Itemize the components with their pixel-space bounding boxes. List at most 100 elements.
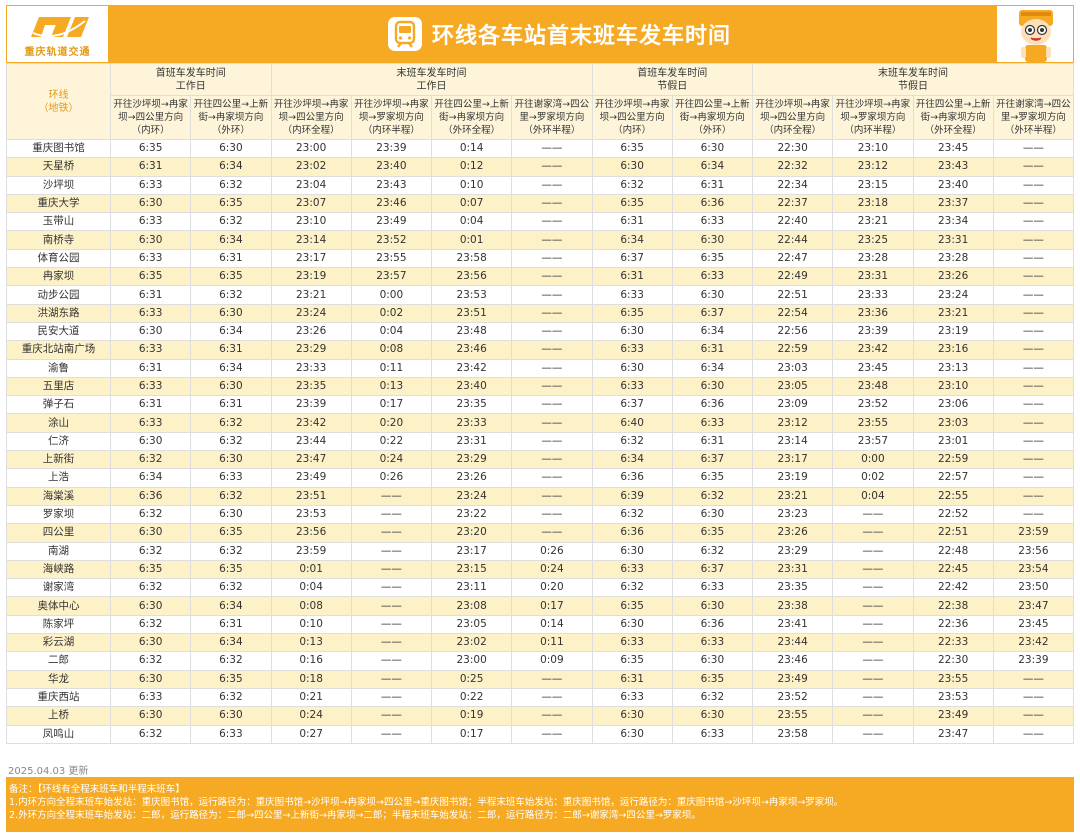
time-cell: 6:33 [109, 303, 192, 323]
time-cell: 6:34 [190, 596, 272, 616]
time-cell: 23:26 [430, 468, 513, 488]
time-cell: 0:26 [511, 541, 593, 561]
time-cell: —— [992, 706, 1075, 726]
time-cell: 23:39 [832, 321, 914, 342]
time-cell: —— [992, 321, 1075, 342]
time-cell: 6:31 [671, 431, 754, 452]
station-name: 体育公园 [6, 248, 111, 269]
time-cell: 22:42 [912, 578, 994, 598]
time-cell: 23:31 [430, 431, 513, 452]
time-cell: 0:26 [350, 468, 433, 488]
time-cell: 6:30 [109, 596, 192, 616]
time-cell: —— [832, 504, 914, 525]
column-header: 开往四公里→上新 街→冉家坝方向 （外环） [671, 95, 754, 140]
time-cell: 6:32 [190, 212, 272, 232]
time-cell: 6:37 [671, 559, 754, 580]
column-header-line: （内环半程） [844, 125, 902, 136]
column-header: 开往四公里→上新 街→冉家坝方向 （外环全程） [430, 95, 513, 140]
time-cell: 6:30 [671, 230, 754, 250]
time-cell: 6:33 [591, 285, 673, 305]
time-cell: 22:37 [751, 193, 834, 214]
column-header-line: 开往沙坪坝→冉家 [273, 99, 349, 110]
time-cell: 0:11 [511, 633, 593, 653]
time-cell: 23:34 [912, 212, 994, 232]
time-cell: 22:55 [912, 486, 994, 506]
time-cell: 0:11 [350, 358, 433, 378]
table-row: 上桥 6:30 6:30 0:24 —— 0:19 —— 6:30 6:30 23:55 —— 23:… [6, 706, 1075, 726]
time-cell: —— [511, 376, 593, 397]
time-cell: 6:35 [190, 523, 272, 543]
time-cell: —— [511, 395, 593, 415]
time-cell: 6:32 [190, 541, 272, 561]
column-header-line: 街→冉家坝方向 [198, 112, 264, 123]
group-header-line: 节假日 [657, 80, 688, 92]
column-header-line: 坝→罗家坝方向 [840, 112, 906, 123]
time-cell: 6:33 [591, 687, 673, 708]
column-header-line: （外环全程） [443, 125, 501, 136]
time-cell: 23:59 [270, 541, 352, 561]
column-header-line: 坝→四公里方向 [118, 112, 184, 123]
time-cell: 23:18 [832, 193, 914, 214]
time-cell: 0:24 [350, 450, 433, 470]
time-cell: 6:30 [591, 157, 673, 177]
time-cell: 23:00 [430, 651, 513, 671]
time-cell: 23:14 [270, 230, 352, 250]
group-header: 首班车发车时间 工作日 [110, 63, 272, 96]
column-header-line: （内环） [131, 125, 170, 136]
time-cell: 0:10 [270, 614, 352, 635]
time-cell: 6:30 [109, 523, 192, 543]
time-cell: 0:13 [350, 376, 433, 397]
time-cell: —— [992, 468, 1075, 488]
group-header-line: 节假日 [898, 80, 928, 92]
time-cell: 23:15 [430, 559, 513, 580]
time-cell: —— [832, 596, 914, 616]
table-row: 上新街 6:32 6:30 23:47 0:24 23:29 —— 6:34 6:37 23:17… [6, 450, 1075, 470]
time-cell: 23:56 [270, 523, 352, 543]
station-name: 弹子石 [6, 395, 111, 415]
time-cell: 0:14 [511, 614, 593, 635]
time-cell: —— [511, 248, 593, 269]
time-cell: 22:32 [751, 157, 834, 177]
time-cell: 22:51 [751, 285, 834, 305]
time-cell: 23:47 [992, 596, 1075, 616]
table-row: 弹子石 6:31 6:31 23:39 0:17 23:35 —— 6:37 6:36 23:09… [6, 395, 1075, 415]
time-cell: 23:21 [912, 303, 994, 323]
time-cell: 6:35 [591, 596, 673, 616]
time-cell: —— [511, 138, 593, 159]
time-cell: 6:33 [109, 413, 192, 433]
time-cell: —— [350, 669, 433, 689]
station-name: 渝鲁 [6, 358, 111, 378]
time-cell: 6:35 [671, 248, 754, 269]
time-cell: 23:10 [832, 138, 914, 159]
time-cell: 6:33 [671, 413, 754, 433]
time-cell: 6:32 [591, 578, 673, 598]
time-cell: 0:04 [430, 212, 513, 232]
time-cell: 23:46 [751, 651, 834, 671]
time-cell: 6:30 [591, 541, 673, 561]
mascot-icon [1019, 10, 1053, 62]
time-cell: 23:57 [832, 431, 914, 452]
time-cell: 6:31 [591, 267, 673, 287]
time-cell: 6:32 [671, 486, 754, 506]
table-row: 渝鲁 6:31 6:34 23:33 0:11 23:42 —— 6:30 6:34 23:03 2… [6, 358, 1075, 378]
logo-text: 重庆轨道交通 [24, 47, 91, 58]
time-cell: 23:53 [430, 285, 513, 305]
time-cell: —— [511, 413, 593, 433]
time-cell: 6:36 [671, 614, 754, 635]
time-cell: 6:35 [190, 193, 272, 214]
time-cell: 23:17 [751, 450, 834, 470]
group-header: 首班车发车时间 节假日 [591, 63, 753, 96]
time-cell: 23:19 [751, 468, 834, 488]
time-cell: 23:42 [832, 340, 914, 360]
time-cell: 6:37 [591, 395, 673, 415]
time-cell: 23:02 [270, 157, 352, 177]
time-cell: 23:39 [270, 395, 352, 415]
time-cell: —— [511, 175, 593, 195]
time-cell: 23:11 [430, 578, 513, 598]
time-cell: 23:52 [751, 687, 834, 708]
time-cell: 6:32 [190, 651, 272, 671]
time-cell: —— [992, 248, 1075, 269]
time-cell: 6:30 [109, 633, 192, 653]
table-row: 海棠溪 6:36 6:32 23:51 —— 23:24 —— 6:39 6:32 23:21 0:… [6, 486, 1075, 506]
time-cell: 23:12 [751, 413, 834, 433]
